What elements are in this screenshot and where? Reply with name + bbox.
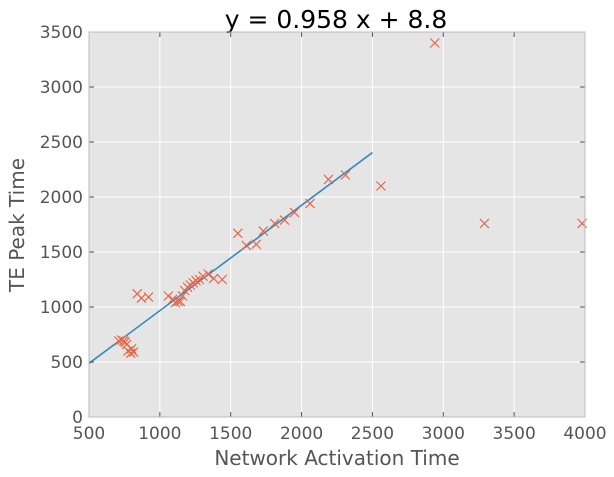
data-point xyxy=(198,271,209,282)
plot-area xyxy=(89,32,585,417)
y-tick-label: 3000 xyxy=(40,78,83,98)
x-axis-label: Network Activation Time xyxy=(214,446,459,470)
data-point xyxy=(125,348,136,359)
y-tick-label: 500 xyxy=(51,353,83,373)
fit-line-layer xyxy=(88,151,373,364)
data-point xyxy=(429,38,440,48)
chart-title: y = 0.958 x + 8.8 xyxy=(225,5,448,34)
plot-frame xyxy=(88,31,586,418)
x-tick-label: 3500 xyxy=(493,424,536,444)
y-axis-ticks: 0 500 1000 1500 2000 2500 3000 3500 xyxy=(40,23,585,428)
data-point xyxy=(173,296,184,307)
x-tick-label: 2000 xyxy=(280,424,323,444)
data-point xyxy=(479,218,490,229)
x-tick-label: 4000 xyxy=(563,424,606,444)
data-point xyxy=(279,215,290,226)
data-point xyxy=(340,170,351,180)
y-tick-label: 3500 xyxy=(40,23,83,43)
y-axis-label: TE Peak Time xyxy=(5,158,29,293)
data-point xyxy=(208,273,219,284)
y-tick-label: 0 xyxy=(72,408,83,428)
data-point xyxy=(269,218,280,229)
data-point xyxy=(175,296,186,307)
fit-line xyxy=(88,151,373,364)
data-point xyxy=(203,269,213,279)
data-point xyxy=(323,174,334,185)
data-point xyxy=(258,226,269,237)
data-point xyxy=(251,239,262,250)
x-tick-label: 1500 xyxy=(209,424,252,444)
data-point xyxy=(217,274,228,285)
x-axis-ticks: 500 1000 1500 2000 2500 3000 3500 4000 xyxy=(73,32,607,444)
data-point xyxy=(241,240,252,251)
y-tick-label: 2000 xyxy=(40,188,83,208)
data-point xyxy=(128,347,139,358)
data-point xyxy=(305,198,315,209)
x-tick-label: 3000 xyxy=(422,424,465,444)
data-point xyxy=(191,275,201,286)
x-tick-label: 500 xyxy=(73,424,105,444)
data-point xyxy=(232,228,243,239)
x-tick-label: 2500 xyxy=(351,424,394,444)
y-tick-label: 1500 xyxy=(40,243,83,263)
data-point xyxy=(143,292,154,303)
data-point xyxy=(289,207,300,218)
data-point xyxy=(177,291,188,301)
y-tick-label: 1000 xyxy=(40,298,83,318)
y-tick-label: 2500 xyxy=(40,133,83,153)
data-point xyxy=(376,181,386,191)
data-points-layer xyxy=(113,38,588,359)
x-tick-label: 1000 xyxy=(138,424,181,444)
